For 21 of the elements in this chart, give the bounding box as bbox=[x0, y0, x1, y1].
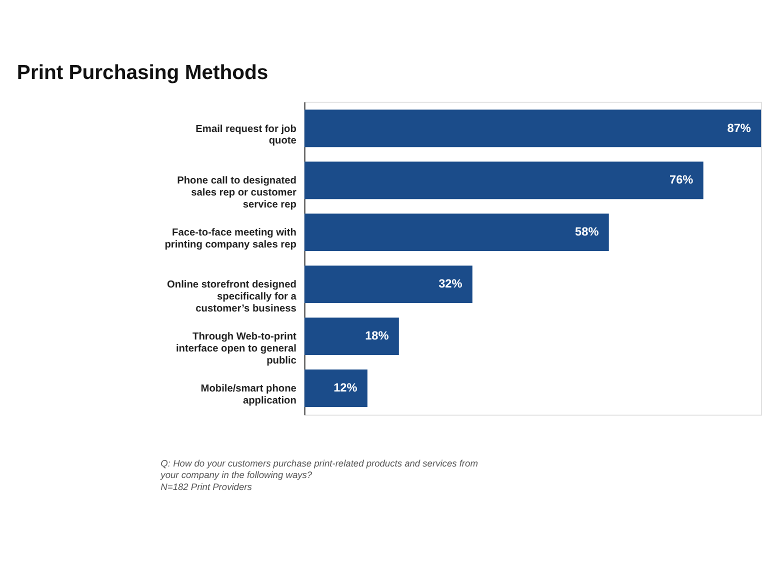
y-tick-label: Phone call to designated sales rep or customer service rep bbox=[177, 176, 296, 210]
bar bbox=[304, 162, 704, 200]
text: N=182 Print Providers bbox=[160, 482, 252, 492]
data-label: 58% bbox=[575, 224, 600, 239]
y-tick-label: Through Web-to-print interface open to general public bbox=[176, 332, 298, 366]
text: Print Purchasing Methods bbox=[16, 62, 268, 84]
bar bbox=[304, 266, 472, 304]
data-label: 87% bbox=[727, 120, 752, 135]
y-tick-label: Email request for job quote bbox=[196, 124, 297, 147]
data-label: 12% bbox=[334, 380, 358, 395]
bar bbox=[304, 318, 399, 355]
y-tick-label: Face-to-face meeting with printing company sales rep bbox=[164, 228, 296, 251]
y-tick-label: Online storefront designed specifically for a customer’s business bbox=[167, 280, 297, 314]
bar bbox=[304, 110, 762, 148]
data-label: 18% bbox=[365, 328, 390, 343]
bar bbox=[304, 370, 368, 407]
y-tick-label: Mobile/smart phone application bbox=[200, 384, 297, 406]
data-label: 76% bbox=[670, 172, 694, 187]
data-label: 32% bbox=[438, 276, 463, 291]
bar bbox=[304, 214, 609, 252]
text: Q: How do your customers purchase print-related products and services from your company in the following ways? bbox=[160, 458, 478, 480]
